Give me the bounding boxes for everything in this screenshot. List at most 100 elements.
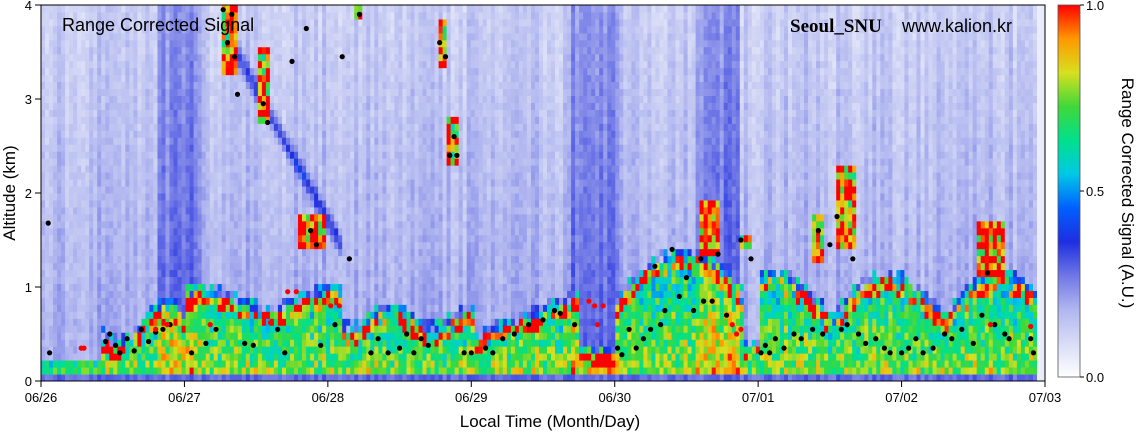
heat-cell (241, 262, 247, 271)
heat-cell (133, 220, 138, 229)
heat-cell (169, 95, 175, 103)
heat-cell (113, 12, 118, 20)
heat-cell (93, 53, 98, 62)
heat-cell (245, 151, 251, 159)
heat-cell (257, 325, 263, 333)
heat-cell (57, 116, 62, 124)
heat-cell (197, 374, 203, 381)
heat-cell (261, 367, 267, 375)
heat-cell (49, 5, 54, 13)
heat-cell (322, 32, 327, 41)
heat-cell (101, 165, 106, 173)
heat-cell (306, 144, 311, 152)
heat-cell (169, 144, 175, 152)
heat-cell (390, 74, 395, 83)
heat-cell (269, 227, 275, 236)
heat-cell (209, 18, 215, 27)
heat-cell (286, 360, 291, 368)
heat-cell (213, 332, 219, 340)
heat-cell (233, 283, 239, 291)
heat-cell (350, 332, 355, 340)
heat-cell (117, 276, 122, 285)
heat-cell (326, 165, 331, 173)
heat-cell (269, 248, 275, 257)
heat-cell (201, 248, 207, 257)
heat-cell (173, 360, 179, 368)
heat-cell (249, 200, 255, 208)
heat-cell (338, 227, 343, 236)
heat-cell (173, 276, 179, 285)
heat-cell (334, 109, 339, 117)
heat-cell (241, 367, 247, 375)
heat-cell (346, 318, 351, 326)
heat-cell (117, 144, 122, 152)
heat-cell (294, 262, 299, 271)
heat-cell (334, 220, 339, 229)
heat-cell (201, 53, 207, 62)
heat-cell (105, 262, 110, 271)
heat-cell (378, 339, 383, 347)
heat-cell (117, 304, 122, 312)
heat-cell (141, 39, 146, 48)
heat-cell (45, 18, 50, 27)
heat-cell (93, 269, 98, 278)
heat-cell (354, 304, 359, 312)
heat-cell (237, 353, 243, 361)
heat-cell (334, 53, 339, 62)
heat-cell (209, 213, 215, 222)
heat-cell (273, 193, 279, 201)
heat-cell (145, 193, 150, 201)
heat-cell (290, 234, 295, 243)
heat-cell (41, 262, 46, 271)
heat-cell (121, 193, 126, 201)
heat-cell (338, 144, 343, 152)
heat-cell (181, 339, 187, 347)
heat-cell (105, 130, 110, 138)
heat-cell (89, 346, 94, 354)
heat-cell (273, 123, 279, 131)
heat-cell (374, 213, 379, 222)
heat-cell (177, 151, 183, 159)
heat-cell (93, 172, 98, 180)
heat-cell (326, 283, 331, 291)
heat-cell (370, 5, 375, 13)
heat-cell (233, 67, 239, 76)
heat-cell (113, 248, 118, 257)
heat-cell (233, 367, 239, 375)
heat-cell (121, 151, 126, 159)
heat-cell (193, 39, 199, 48)
heat-cell (310, 39, 315, 48)
heat-cell (298, 144, 303, 152)
heat-cell (257, 18, 263, 27)
heat-cell (49, 102, 54, 110)
heat-cell (121, 32, 126, 41)
heat-cell (366, 269, 371, 278)
heat-cell (105, 255, 110, 264)
heat-cell (185, 151, 191, 159)
heat-cell (213, 95, 219, 103)
heat-cell (105, 123, 110, 131)
heat-cell (265, 311, 271, 319)
heat-cell (205, 353, 211, 361)
heat-cell (53, 304, 58, 312)
heat-cell (386, 339, 391, 347)
heat-cell (378, 74, 383, 83)
heat-cell (314, 339, 319, 347)
heat-cell (85, 241, 90, 250)
heat-cell (310, 74, 315, 83)
heat-cell (57, 151, 62, 159)
heat-cell (101, 18, 106, 27)
heat-cell (402, 151, 407, 159)
heat-cell (358, 95, 363, 103)
heat-cell (290, 130, 295, 138)
heat-cell (85, 318, 90, 326)
heat-cell (169, 116, 175, 124)
heat-cell (350, 325, 355, 333)
heat-cell (117, 88, 122, 97)
heat-cell (298, 39, 303, 48)
heat-cell (189, 123, 195, 131)
heat-cell (53, 367, 58, 375)
heat-cell (197, 165, 203, 173)
heat-cell (382, 158, 387, 166)
heat-cell (342, 60, 347, 69)
